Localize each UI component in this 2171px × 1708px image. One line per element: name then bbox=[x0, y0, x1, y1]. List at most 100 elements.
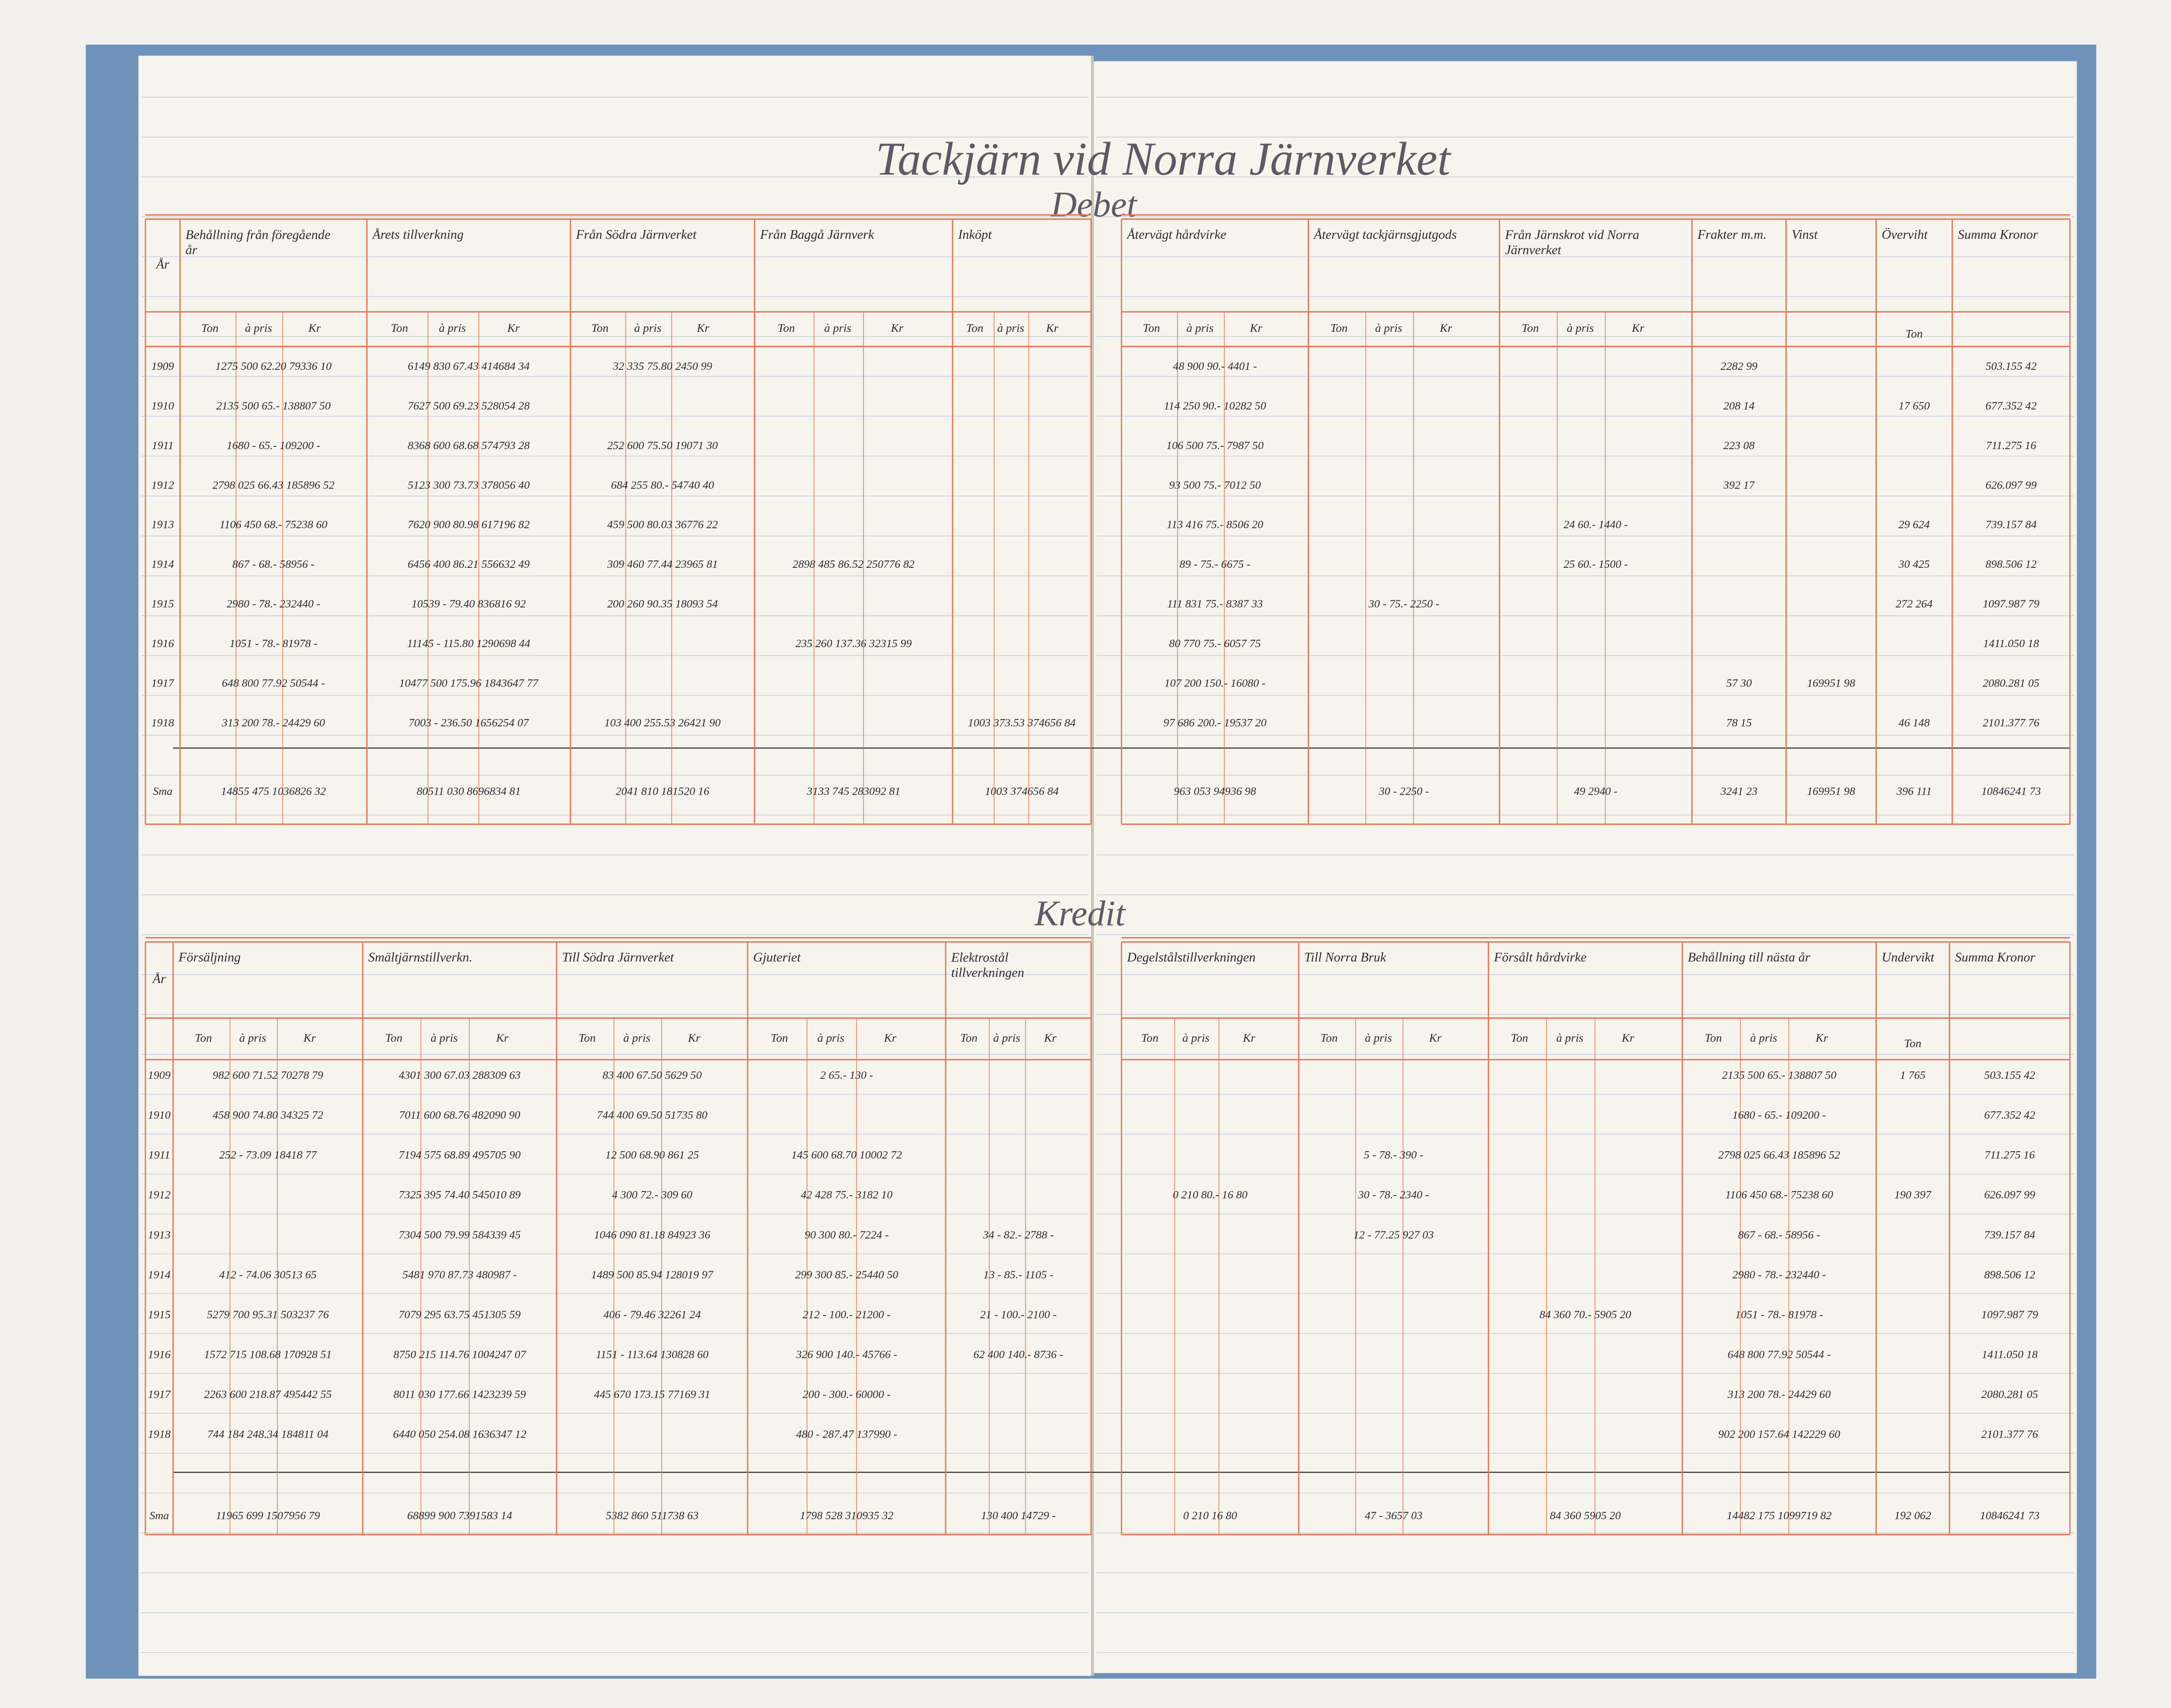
cell: 2080.281 05 bbox=[1981, 1388, 2038, 1400]
subheader: à pris bbox=[634, 321, 661, 335]
cell: 2135 500 65.- 138807 50 bbox=[216, 400, 331, 412]
cell: 169951 98 bbox=[1807, 677, 1856, 689]
cell: 299 300 85.- 25440 50 bbox=[795, 1269, 899, 1281]
cell: 68899 900 7391583 14 bbox=[407, 1510, 512, 1522]
cell: 223 08 bbox=[1723, 439, 1755, 452]
cell: 7627 500 69.23 528054 28 bbox=[408, 400, 530, 412]
cell: 5382 860 511738 63 bbox=[606, 1510, 698, 1522]
cell: 0 210 16 80 bbox=[1183, 1510, 1237, 1522]
column-header: Frakter m.m. bbox=[1697, 227, 1767, 242]
cell: 5279 700 95.31 503237 76 bbox=[207, 1308, 329, 1321]
cell: 902 200 157.64 142229 60 bbox=[1718, 1428, 1841, 1440]
row-year: 1916 bbox=[151, 637, 174, 650]
cell: 739.157 84 bbox=[1984, 1229, 2035, 1241]
cell: 7620 900 80.98 617196 82 bbox=[408, 519, 530, 531]
cell: 111 831 75.- 8387 33 bbox=[1167, 598, 1263, 610]
cell: 10477 500 175.96 1843647 77 bbox=[399, 677, 539, 689]
cell: 744 400 69.50 51735 80 bbox=[597, 1109, 707, 1121]
cell: 2101.377 76 bbox=[1981, 1428, 2038, 1440]
cell: 57 30 bbox=[1726, 677, 1752, 689]
cell: 30 425 bbox=[1898, 558, 1930, 571]
row-year: 1915 bbox=[148, 1308, 171, 1321]
cell: 2798 025 66.43 185896 52 bbox=[213, 479, 334, 491]
cell: 2101.377 76 bbox=[1983, 717, 2039, 729]
cell: 6456 400 86.21 556632 49 bbox=[408, 558, 530, 571]
cell: 406 - 79.46 32261 24 bbox=[603, 1308, 701, 1321]
cell: 898.506 12 bbox=[1984, 1269, 2035, 1281]
cell: 34 - 82.- 2788 - bbox=[982, 1229, 1054, 1241]
cell: 14482 175 1099719 82 bbox=[1727, 1510, 1831, 1522]
subheader: Kr bbox=[687, 1031, 701, 1044]
cell: 8011 030 177.66 1423239 59 bbox=[394, 1388, 526, 1400]
cell: 963 053 94936 98 bbox=[1174, 785, 1256, 798]
subheader: Ton bbox=[771, 1031, 788, 1044]
subheader: Ton bbox=[579, 1031, 596, 1044]
cell: 3133 745 283092 81 bbox=[806, 785, 900, 798]
row-year: 1912 bbox=[148, 1189, 171, 1201]
subheader: Ton bbox=[960, 1031, 978, 1044]
cell: 192 062 bbox=[1894, 1510, 1931, 1522]
cell: 1003 373.53 374656 84 bbox=[968, 717, 1075, 729]
cell: 106 500 75.- 7987 50 bbox=[1166, 439, 1264, 452]
subheader: Kr bbox=[1250, 321, 1263, 335]
row-year: 1912 bbox=[151, 479, 174, 491]
subheader: à pris bbox=[1556, 1031, 1583, 1044]
cell: 7325 395 74.40 545010 89 bbox=[399, 1189, 521, 1201]
subheader: Kr bbox=[1439, 321, 1453, 335]
cell: 62 400 140.- 8736 - bbox=[973, 1348, 1063, 1361]
cell: 1106 450 68.- 75238 60 bbox=[1725, 1189, 1833, 1201]
cell: 1680 - 65.- 109200 - bbox=[227, 439, 320, 452]
cell: 2980 - 78.- 232440 - bbox=[227, 598, 320, 610]
cell: 1680 - 65.- 109200 - bbox=[1732, 1109, 1826, 1121]
cell: 0 210 80.- 16 80 bbox=[1173, 1189, 1248, 1201]
column-header: Elektrostål tillverkningen bbox=[951, 950, 1024, 980]
subheader: à pris bbox=[245, 321, 272, 335]
column-header: Vinst bbox=[1792, 227, 1818, 242]
cell: 1097.987 79 bbox=[1983, 598, 2039, 610]
column-header: Försålt hårdvirke bbox=[1493, 950, 1586, 965]
cell: 80 770 75.- 6057 75 bbox=[1169, 637, 1261, 650]
row-year: 1918 bbox=[148, 1428, 171, 1440]
cell: 503.155 42 bbox=[1984, 1069, 2035, 1082]
cell: 1097.987 79 bbox=[1981, 1308, 2038, 1321]
row-year: 1910 bbox=[148, 1109, 171, 1121]
cell: 7003 - 236.50 1656254 07 bbox=[409, 717, 530, 729]
cell: 445 670 173.15 77169 31 bbox=[594, 1388, 710, 1400]
cell: 503.155 42 bbox=[1985, 360, 2036, 373]
subheader: Ton bbox=[385, 1031, 403, 1044]
column-header: År bbox=[155, 257, 170, 272]
cell: 14855 475 1036826 32 bbox=[221, 785, 326, 798]
subheader: Kr bbox=[883, 1031, 897, 1044]
subheader: Ton bbox=[778, 321, 795, 335]
row-year: 1913 bbox=[148, 1229, 171, 1241]
cell: 13 - 85.- 1105 - bbox=[983, 1269, 1053, 1281]
row-year: 1911 bbox=[148, 1149, 170, 1161]
cell: 392 17 bbox=[1723, 479, 1755, 491]
cell: 30 - 78.- 2340 - bbox=[1358, 1189, 1429, 1201]
cell: 272 264 bbox=[1896, 598, 1933, 610]
column-header: Årets tillverkning bbox=[372, 227, 464, 242]
subheader: Kr bbox=[308, 321, 321, 335]
cell: 80511 030 8696834 81 bbox=[417, 785, 521, 798]
cell: 97 686 200.- 19537 20 bbox=[1163, 717, 1267, 729]
cell: 739.157 84 bbox=[1985, 519, 2036, 531]
column-header: Undervikt bbox=[1881, 950, 1935, 965]
cell: 30 - 75.- 2250 - bbox=[1368, 598, 1440, 610]
cell: 49 2940 - bbox=[1574, 785, 1617, 798]
cell: 2798 025 66.43 185896 52 bbox=[1718, 1149, 1840, 1161]
cell: 48 900 90.- 4401 - bbox=[1173, 360, 1257, 373]
row-year: 1918 bbox=[151, 717, 174, 729]
cell: 169951 98 bbox=[1807, 785, 1856, 798]
cell: 711.275 16 bbox=[1985, 1149, 2035, 1161]
cell: 2898 485 86.52 250776 82 bbox=[793, 558, 915, 571]
cell: 84 360 5905 20 bbox=[1550, 1510, 1621, 1522]
cell: 21 - 100.- 2100 - bbox=[980, 1308, 1057, 1321]
cell: 677.352 42 bbox=[1985, 400, 2036, 412]
row-year: 1917 bbox=[151, 677, 175, 689]
subheader: Ton bbox=[1330, 321, 1348, 335]
cell: 1051 - 78.- 81978 - bbox=[230, 637, 318, 650]
subheader: à pris bbox=[993, 1031, 1020, 1044]
column-header: Smältjärnstillverkn. bbox=[368, 950, 472, 965]
column-header: Summa Kronor bbox=[1955, 950, 2036, 965]
subheader: à pris bbox=[1365, 1031, 1392, 1044]
